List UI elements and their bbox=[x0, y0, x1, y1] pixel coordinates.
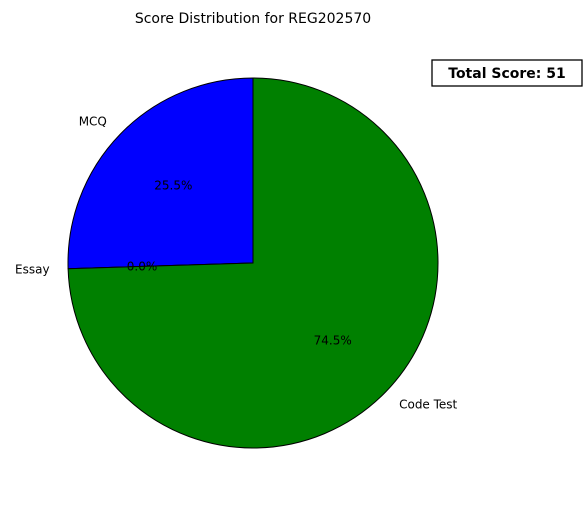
slice-label-essay: Essay bbox=[15, 262, 50, 276]
chart-title: Score Distribution for REG202570 bbox=[135, 11, 371, 27]
slice-percent-essay: 0.0% bbox=[127, 259, 158, 273]
pie-slice-mcq bbox=[67, 77, 254, 270]
pie-slice-code-test bbox=[67, 77, 439, 449]
slice-percent-mcq: 25.5% bbox=[154, 179, 192, 193]
total-score-annotation: Total Score: 51 bbox=[431, 59, 583, 87]
total-score-box bbox=[431, 59, 583, 87]
slice-percent-code-test: 74.5% bbox=[314, 333, 352, 347]
slice-label-mcq: MCQ bbox=[79, 114, 107, 128]
pie-slices bbox=[67, 77, 439, 449]
slice-label-code-test: Code Test bbox=[399, 398, 457, 412]
total-score-text: Total Score: 51 bbox=[448, 66, 565, 82]
pie-labels: MCQ 25.5% Essay 0.0% Code Test 74.5% bbox=[15, 114, 458, 411]
